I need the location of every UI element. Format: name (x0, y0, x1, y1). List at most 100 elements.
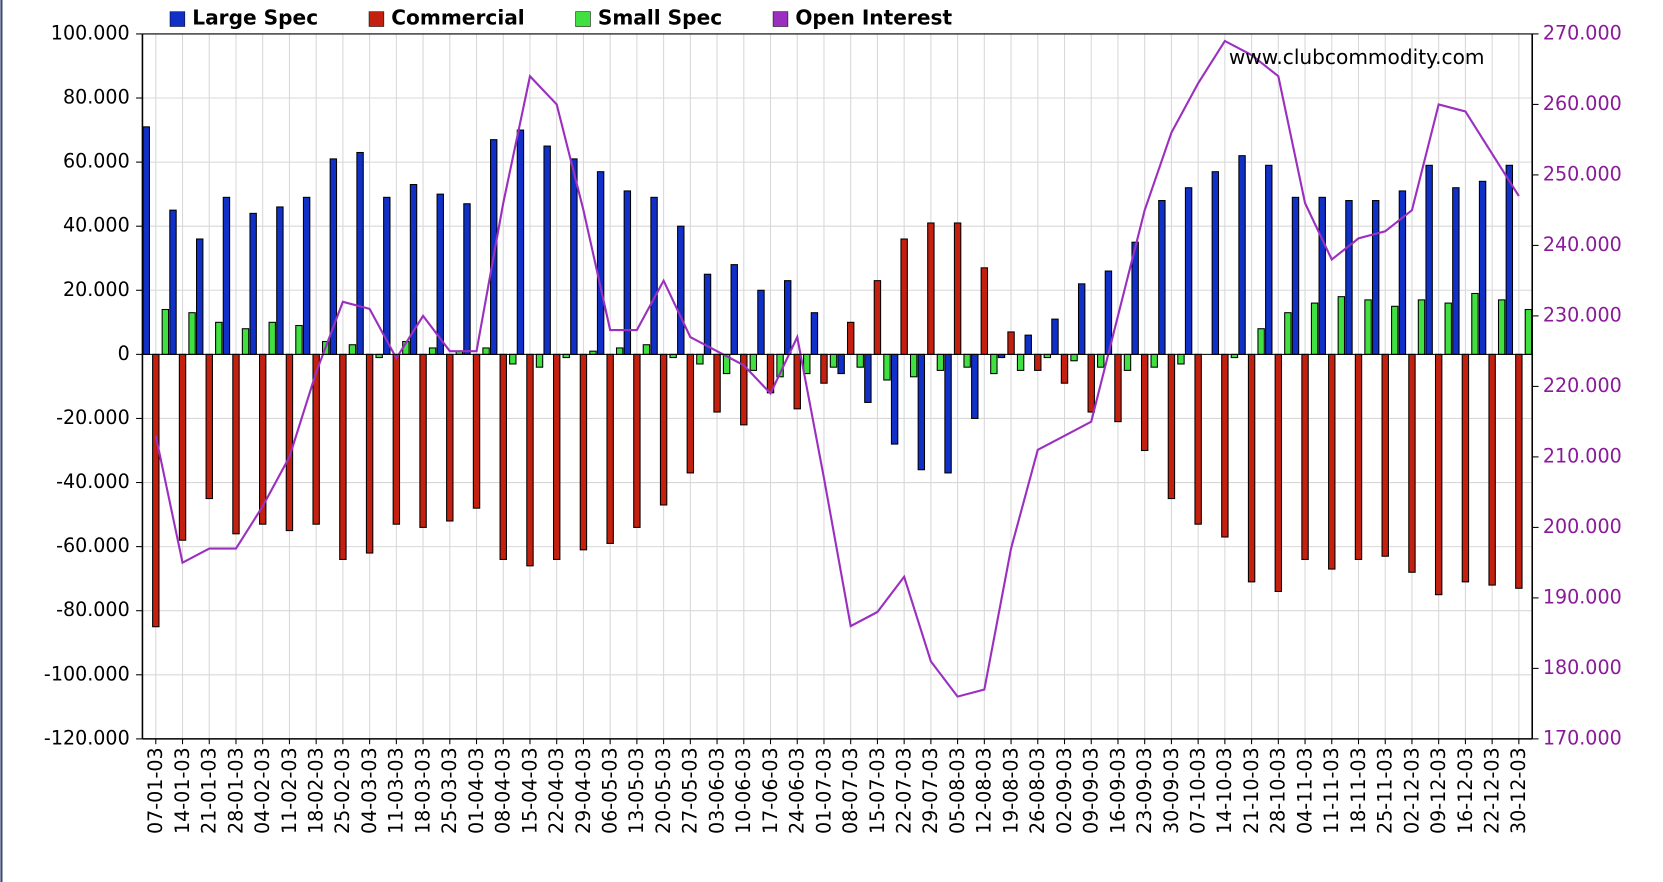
y-tick-label: 100.000 (51, 22, 130, 44)
x-tick-label: 03-06-03 (706, 747, 728, 834)
bar (1177, 353, 1185, 365)
bar (1381, 353, 1389, 557)
x-tick-label: 20-05-03 (653, 747, 675, 834)
bar (1265, 164, 1273, 355)
bar (615, 347, 624, 355)
x-tick-label: 07-01-03 (145, 747, 167, 834)
y2-tick-label: 230.000 (1543, 304, 1622, 326)
x-tick-label: 18-11-03 (1348, 747, 1370, 834)
bar (161, 308, 170, 355)
x-tick-label: 09-09-03 (1081, 747, 1103, 834)
bar (1291, 196, 1300, 355)
y2-tick-label: 170.000 (1543, 727, 1622, 749)
bar (1318, 196, 1326, 355)
bar (285, 353, 294, 532)
x-tick-label: 14-01-03 (172, 747, 194, 834)
bar (944, 353, 952, 474)
bar (1184, 187, 1193, 355)
legend-swatch (575, 11, 591, 27)
bar (953, 222, 962, 355)
bar (873, 280, 882, 355)
bar (215, 321, 223, 355)
bar (1310, 302, 1319, 355)
bar (677, 225, 685, 355)
bar (472, 353, 481, 509)
bar (917, 353, 926, 471)
legend-swatch (169, 11, 186, 27)
x-tick-label: 05-08-03 (947, 747, 969, 834)
y-tick-label: 20.000 (63, 279, 130, 301)
x-tick-label: 15-04-03 (519, 747, 541, 834)
x-tick-label: 29-07-03 (920, 747, 942, 834)
bar (1274, 353, 1283, 593)
bar (980, 267, 989, 355)
bar (339, 353, 347, 560)
bar (1452, 187, 1460, 355)
bar (1087, 353, 1095, 413)
y-tick-label: -60.000 (56, 535, 130, 557)
line (154, 39, 1520, 698)
x-tick-label: 10-06-03 (733, 747, 755, 834)
x-tick-label: 29-04-03 (573, 747, 595, 834)
legend-label: Large Spec (192, 6, 318, 30)
bar (936, 353, 945, 371)
bar (1097, 353, 1105, 368)
x-tick-label: 16-12-03 (1455, 747, 1477, 834)
y-tick-label: 60.000 (63, 151, 130, 173)
x-tick-label: 09-12-03 (1428, 747, 1450, 834)
bar (703, 273, 712, 355)
x-tick-label: 17-06-03 (760, 747, 782, 834)
bar (829, 353, 838, 368)
x-tick-label: 01-04-03 (466, 747, 488, 834)
y2-tick-label: 220.000 (1543, 375, 1622, 397)
bar (909, 353, 918, 378)
x-tick-label: 27-05-03 (680, 747, 702, 834)
bar (428, 347, 437, 355)
legend-swatch (368, 11, 385, 27)
bar (1408, 353, 1416, 573)
bar (1488, 353, 1496, 586)
x-tick-label: 11-02-03 (279, 747, 301, 834)
bar (757, 289, 765, 355)
bar (1328, 353, 1336, 570)
y2-tick-label: 270.000 (1543, 22, 1622, 44)
x-tick-label: 06-05-03 (600, 747, 622, 834)
y2-tick-label: 260.000 (1543, 93, 1622, 115)
y-tick-label: 80.000 (63, 87, 130, 109)
y-tick-label: -80.000 (56, 599, 130, 621)
bar (1140, 353, 1149, 452)
bar (783, 280, 792, 355)
bar (1345, 200, 1353, 355)
x-tick-label: 24-06-03 (787, 747, 809, 834)
x-tick-label: 18-03-03 (412, 747, 434, 834)
x-tick-label: 04-03-03 (359, 747, 381, 834)
bar (552, 353, 561, 560)
bar (482, 347, 490, 355)
bar (196, 238, 204, 355)
bar (1515, 353, 1523, 589)
x-tick-label: 04-11-03 (1294, 747, 1316, 834)
bar (348, 344, 357, 355)
bar (1077, 283, 1086, 355)
bar (1434, 353, 1443, 596)
bar (1354, 353, 1363, 560)
x-tick-label: 02-12-03 (1401, 747, 1423, 834)
bar (1364, 299, 1372, 355)
bar (890, 353, 899, 445)
bar (241, 328, 250, 355)
y-tick-label: 40.000 (63, 215, 130, 237)
x-tick-label: 30-09-03 (1161, 747, 1183, 834)
x-tick-label: 12-08-03 (974, 747, 996, 834)
bar (222, 196, 231, 355)
bar (1211, 171, 1220, 355)
bar (856, 353, 864, 368)
bar (990, 353, 998, 375)
bar (1221, 353, 1229, 538)
bar (1024, 334, 1032, 355)
bar (1478, 180, 1487, 355)
bar (1158, 200, 1166, 355)
x-tick-label: 25-03-03 (439, 747, 461, 834)
watermark: www.clubcommodity.com (1229, 45, 1485, 69)
